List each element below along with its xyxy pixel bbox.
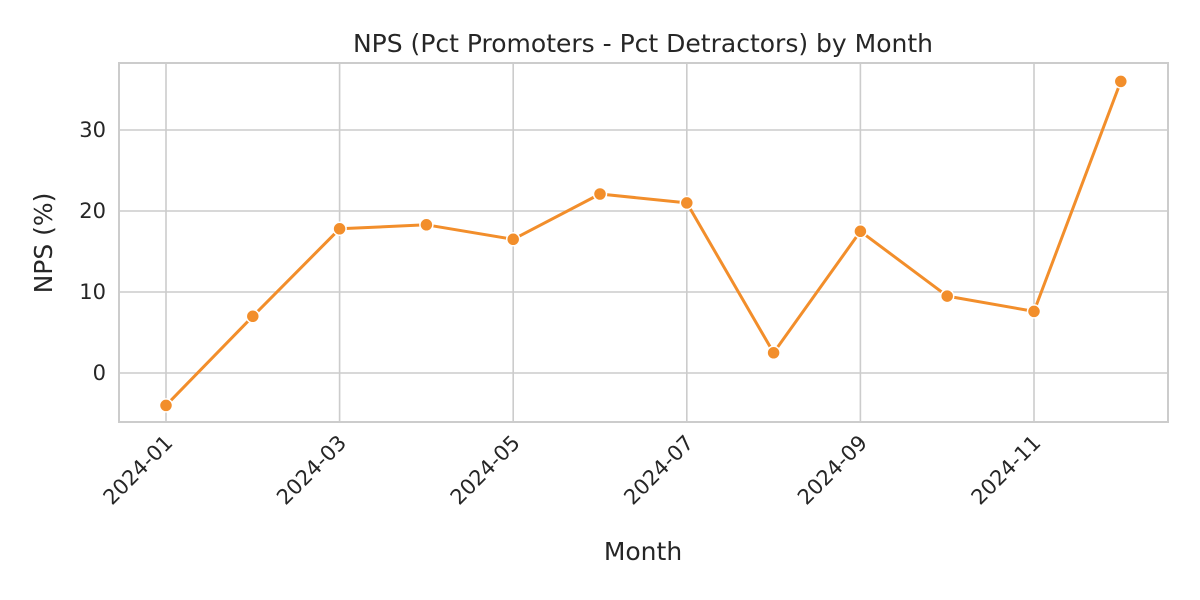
data-point [1113,74,1129,89]
data-point [332,221,347,237]
x-tick-label: 2024-07 [619,431,698,510]
data-point [766,345,781,361]
plot-frame [118,62,1169,423]
x-tick-label: 2024-05 [446,431,525,510]
data-point [158,398,174,413]
data-point [679,195,695,211]
grid-layer [119,63,1168,422]
data-point [592,186,608,202]
x-axis-label: Month [604,537,682,566]
x-tick-label: 2024-11 [967,431,1046,510]
data-point [245,309,261,324]
x-tick-label: 2024-09 [793,431,872,510]
series-layer [158,74,1129,413]
data-point [939,288,955,304]
y-tick-label: 10 [79,280,106,304]
data-point [1026,304,1042,319]
y-axis-label: NPS (%) [29,193,58,294]
y-tick-label: 30 [79,118,106,142]
y-tick-label: 0 [93,361,106,385]
y-tick-label: 20 [79,199,106,223]
data-point [505,232,521,247]
data-point [853,224,868,239]
series-line [164,79,1123,407]
data-point [419,217,434,233]
x-tick-label: 2024-03 [272,431,351,510]
tick-layer: 2024-01 2024-03 2024-05 2024-07 2024-09 2024-… [79,118,1045,510]
chart-title: NPS (Pct Promoters - Pct Detractors) by … [353,29,933,58]
x-tick-label: 2024-01 [99,431,178,510]
